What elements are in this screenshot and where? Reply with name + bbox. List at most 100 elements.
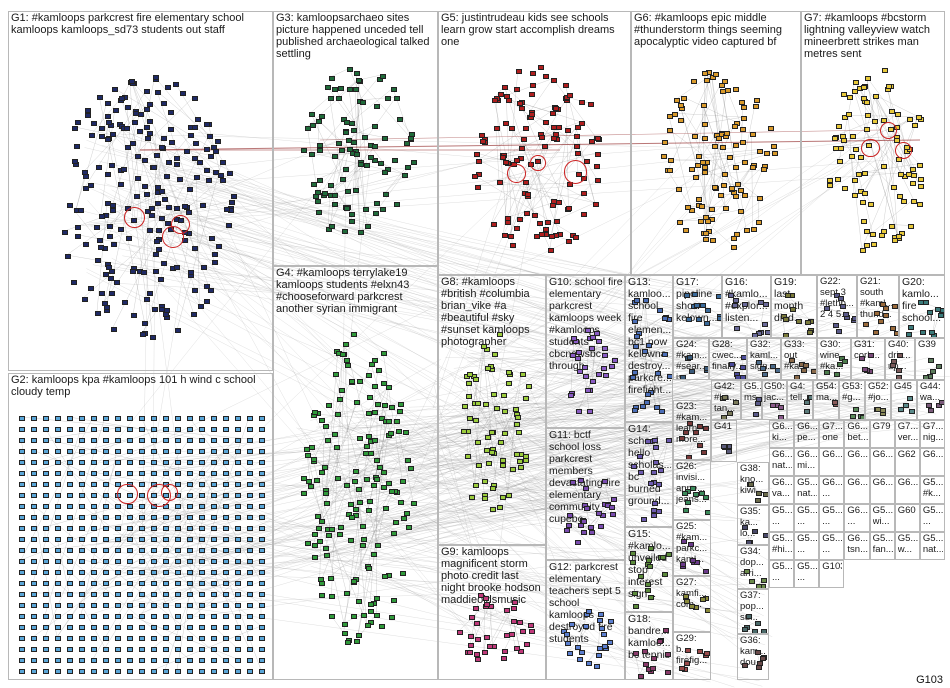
node [79, 537, 85, 542]
edge [453, 329, 829, 369]
edge [183, 134, 351, 494]
edge [156, 91, 215, 261]
node [360, 613, 367, 619]
node [841, 358, 848, 364]
edge [153, 205, 855, 406]
node [532, 213, 539, 219]
node [411, 159, 418, 165]
node [247, 460, 253, 465]
node [103, 570, 109, 575]
node [55, 581, 61, 586]
node [530, 71, 537, 76]
node [694, 302, 701, 308]
node [584, 387, 591, 393]
node [199, 438, 205, 443]
node [340, 116, 347, 122]
edge [374, 539, 685, 609]
node [514, 452, 520, 458]
node [139, 614, 145, 619]
node [861, 367, 868, 373]
edge [190, 242, 575, 644]
node [698, 490, 705, 496]
node [55, 416, 61, 421]
edge [174, 82, 230, 172]
node [391, 597, 398, 603]
edge [673, 112, 743, 118]
node [859, 355, 866, 361]
node [510, 467, 517, 473]
node [247, 504, 253, 509]
tiny-group-label: G6... ... [847, 505, 868, 527]
node [175, 328, 182, 334]
node [496, 505, 503, 511]
node [537, 64, 544, 70]
node [644, 399, 650, 405]
node [163, 636, 169, 641]
node [683, 594, 689, 599]
edge [478, 378, 581, 422]
node [199, 460, 205, 465]
node [353, 86, 359, 92]
group-label: G29: b... firefig... [676, 633, 708, 666]
edge [668, 128, 759, 198]
node [223, 592, 229, 597]
node [566, 513, 573, 519]
group-box-g14: G14: school hello scholas... bc burned g… [625, 422, 673, 527]
node [842, 311, 849, 317]
node [763, 492, 768, 497]
node [364, 622, 371, 628]
edge [161, 200, 232, 217]
group-box-g40: G40: driv... up... [885, 338, 915, 380]
edge [389, 527, 663, 643]
group-box-g24: G24: #kam... #sear... is... [673, 338, 709, 380]
node [835, 328, 842, 334]
node [205, 178, 212, 184]
node [677, 117, 684, 123]
node [163, 526, 169, 531]
node [321, 190, 328, 196]
node [175, 526, 181, 531]
node [632, 319, 638, 325]
node [199, 493, 205, 498]
node [523, 642, 530, 648]
tiny-group-label: G6... nat... [772, 449, 793, 471]
node [19, 493, 25, 498]
node [505, 98, 512, 104]
tiny-group-label: G6... [897, 477, 918, 488]
node [131, 313, 138, 318]
edge [170, 214, 691, 660]
node [661, 139, 668, 145]
edge [80, 449, 118, 616]
node [475, 171, 482, 177]
node [739, 374, 746, 379]
node [187, 449, 193, 454]
edge [353, 479, 368, 624]
node [725, 448, 732, 454]
node [372, 438, 379, 444]
node [564, 527, 571, 533]
node [653, 460, 660, 466]
node [646, 563, 653, 569]
tiny-group-label: G6... [872, 449, 893, 460]
node [31, 438, 37, 443]
edge [371, 369, 745, 444]
edge [104, 276, 111, 302]
edge [136, 139, 147, 221]
edge [471, 402, 788, 411]
edge [437, 440, 685, 661]
node [259, 427, 265, 432]
node [533, 234, 540, 240]
edge [735, 164, 765, 233]
node [211, 658, 217, 663]
node [139, 526, 145, 531]
node [158, 145, 165, 151]
node [149, 212, 156, 218]
node [861, 171, 868, 177]
edge [304, 366, 943, 456]
edge [310, 354, 652, 421]
node [763, 151, 770, 157]
node [911, 173, 918, 179]
node [594, 177, 601, 183]
node [247, 625, 253, 630]
node [683, 507, 690, 513]
